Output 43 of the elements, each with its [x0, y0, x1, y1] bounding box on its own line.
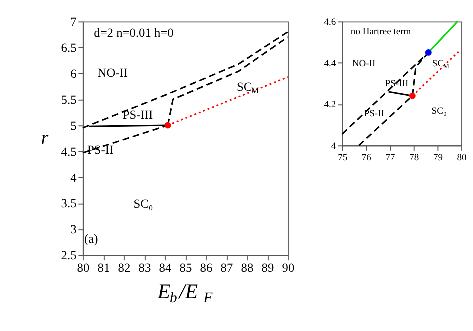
y-axis-title: r: [41, 128, 50, 150]
annotation: SC₀: [432, 106, 447, 117]
y-tick-label: 4.5: [61, 144, 77, 159]
y-tick-label: 5: [70, 118, 77, 133]
annotation: (a): [84, 232, 98, 246]
x-tick-label: 77: [386, 153, 396, 164]
y-tick-label: 5.5: [61, 92, 77, 107]
x-tick-label: 86: [200, 261, 213, 276]
x-tick-label: 83: [138, 261, 152, 276]
x-tick-label: 87: [220, 261, 234, 276]
annotation: PS-II: [364, 109, 384, 120]
x-tick-label: 84: [159, 261, 172, 276]
y-tick-label: 6.5: [61, 40, 77, 55]
x-tick-label: 82: [118, 261, 131, 276]
x-tick-label: 89: [262, 261, 274, 276]
y-tick-label: 4: [70, 170, 77, 185]
x-tick-label: 85: [180, 261, 192, 276]
x-tick-label: 78: [410, 153, 420, 164]
x-tick-label: 75: [338, 153, 348, 164]
annotation: PS-III: [122, 108, 154, 122]
annotation: NO-II: [352, 60, 376, 70]
x-tick-label: 76: [362, 153, 372, 164]
x-tick-label: 81: [98, 261, 110, 276]
y-tick-label: 4.4: [324, 59, 336, 70]
x-tick-label: 80: [77, 261, 90, 276]
y-tick-label: 4.2: [324, 100, 336, 111]
x-tick-label: 80: [457, 153, 468, 164]
y-tick-label: 6: [70, 66, 77, 81]
annotation: d=2 n=0.01 h=0: [94, 26, 174, 40]
y-tick-label: 3.5: [61, 196, 77, 211]
annotation: PS-III: [385, 80, 409, 90]
y-tick-label: 2.5: [61, 248, 77, 263]
y-tick-label: 4.6: [324, 18, 336, 28]
y-tick-label: 7: [70, 14, 77, 29]
annotation: no Hartree term: [350, 27, 412, 38]
x-tick-label: 88: [241, 261, 254, 276]
annotation: NO-II: [98, 66, 128, 80]
y-tick-label: 3: [70, 222, 77, 237]
annotation: PS-II: [88, 143, 114, 158]
x-tick-label: 90: [282, 261, 295, 276]
annotation: SC₀: [134, 196, 154, 211]
x-tick-label: 79: [433, 153, 444, 164]
y-tick-label: 4: [331, 142, 336, 152]
